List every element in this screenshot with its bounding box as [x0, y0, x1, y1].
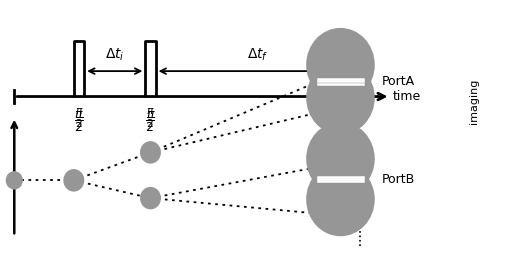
Text: PortB: PortB: [382, 172, 415, 186]
Text: $\frac{\pi}{2}$: $\frac{\pi}{2}$: [146, 106, 155, 130]
Text: $\pi$: $\pi$: [74, 108, 84, 121]
Text: PortA: PortA: [382, 75, 415, 88]
Text: time: time: [393, 89, 421, 103]
Ellipse shape: [6, 171, 23, 189]
Ellipse shape: [140, 141, 161, 164]
Ellipse shape: [140, 187, 161, 209]
Text: $\overline{2}$: $\overline{2}$: [74, 119, 84, 135]
Text: $\frac{\pi}{2}$: $\frac{\pi}{2}$: [75, 106, 83, 130]
Ellipse shape: [306, 163, 375, 236]
Ellipse shape: [306, 122, 375, 196]
Text: $\Delta t_i$: $\Delta t_i$: [105, 47, 124, 64]
Ellipse shape: [306, 61, 375, 135]
Ellipse shape: [63, 169, 84, 192]
Ellipse shape: [306, 28, 375, 102]
Text: $\overline{2}$: $\overline{2}$: [145, 119, 156, 135]
Text: imaging: imaging: [469, 79, 479, 124]
Text: $\pi$: $\pi$: [145, 108, 155, 121]
Text: $\Delta t_f$: $\Delta t_f$: [247, 47, 268, 64]
